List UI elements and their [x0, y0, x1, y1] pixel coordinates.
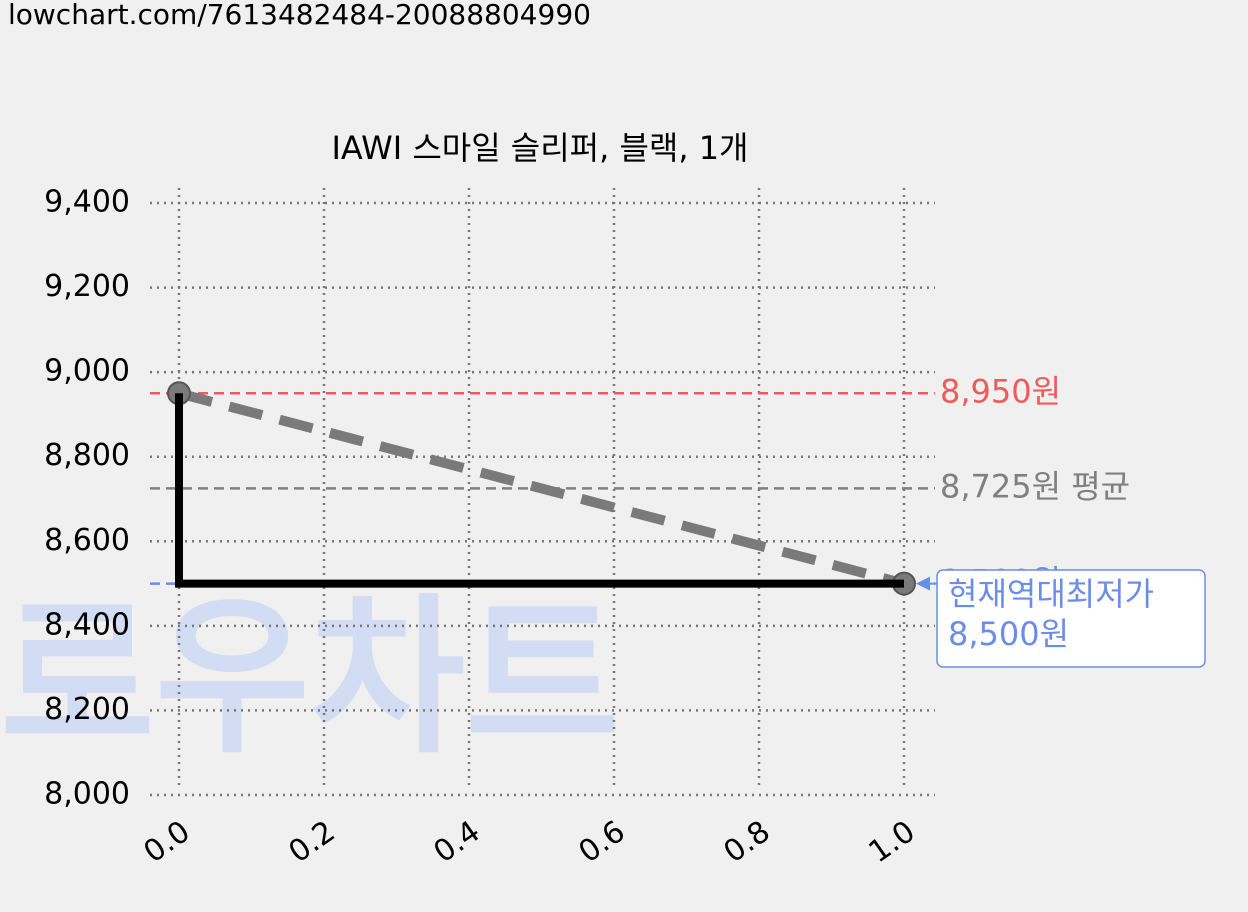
annotation-text: 8,500원: [948, 615, 1069, 653]
chart-title: IAWI 스마일 슬리퍼, 블랙, 1개: [331, 129, 748, 167]
data-line: [175, 393, 904, 588]
annotation-box: [936, 569, 1206, 668]
y-tick-label: 9,000: [44, 354, 130, 389]
reference-label: 8,950원: [940, 372, 1061, 410]
y-tick-label: 8,200: [44, 692, 130, 727]
reference-label: 8,725원 평균: [940, 467, 1130, 505]
y-tick-label: 8,400: [44, 607, 130, 642]
url: lowchart.com/7613482484-20088804990: [8, 0, 591, 31]
annotation-arrowhead: [916, 576, 930, 591]
watermark: 로우차트: [0, 579, 620, 777]
y-tick-label: 9,200: [44, 269, 130, 304]
annotation-text: 현재역대최저가: [948, 575, 1154, 613]
y-tick-label: 8,600: [44, 523, 130, 558]
data-line: [177, 388, 906, 589]
y-tick-label: 8,000: [44, 777, 130, 812]
y-tick-label: 9,400: [44, 185, 130, 220]
y-tick-label: 8,800: [44, 438, 130, 473]
